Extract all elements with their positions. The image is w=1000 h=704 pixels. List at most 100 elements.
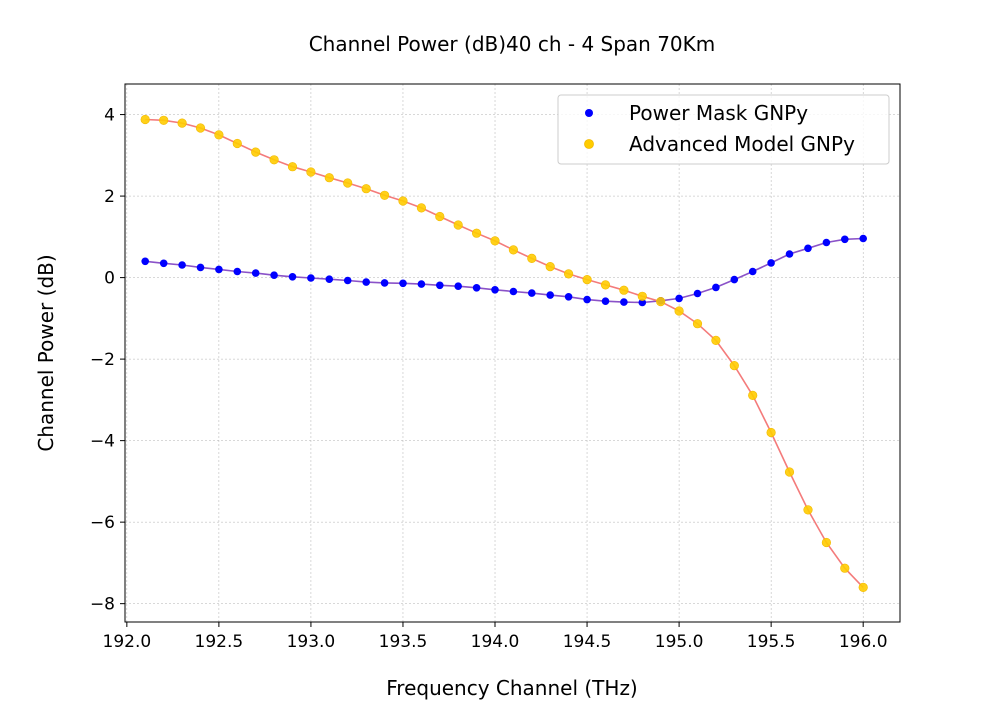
data-point-power-mask-gnpy — [767, 259, 775, 267]
data-point-advanced-model-gnpy — [435, 211, 445, 222]
y-tick-label: −4 — [90, 432, 115, 452]
x-tick-label: 192.5 — [195, 632, 244, 652]
data-point-power-mask-gnpy — [436, 281, 444, 290]
legend: Power Mask GNPy Advanced Model GNPy — [557, 94, 890, 165]
data-point-advanced-model-gnpy — [637, 291, 647, 301]
data-point-advanced-model-gnpy — [656, 297, 666, 307]
x-tick-label: 192.0 — [103, 632, 152, 652]
data-point-advanced-model-gnpy — [306, 167, 316, 177]
data-point-power-mask-gnpy — [601, 297, 610, 306]
data-point-advanced-model-gnpy — [748, 390, 758, 401]
data-point-power-mask-gnpy — [564, 293, 573, 301]
data-point-advanced-model-gnpy — [784, 467, 795, 477]
x-tick-label: 195.0 — [655, 632, 704, 652]
series-line-power-mask-gnpy — [145, 237, 864, 304]
data-point-advanced-model-gnpy — [508, 245, 519, 255]
data-point-power-mask-gnpy — [380, 279, 389, 287]
data-point-advanced-model-gnpy — [711, 335, 721, 346]
data-point-advanced-model-gnpy — [324, 173, 334, 183]
data-point-advanced-model-gnpy — [729, 361, 739, 371]
x-tick-label: 194.0 — [471, 632, 520, 652]
data-point-power-mask-gnpy — [785, 250, 794, 258]
data-point-power-mask-gnpy — [141, 257, 149, 266]
y-tick-label: 4 — [104, 106, 115, 126]
data-point-advanced-model-gnpy — [545, 262, 555, 272]
data-point-advanced-model-gnpy — [380, 190, 390, 200]
x-axis-ticks: 192.0 192.5 193.0 193.5 194.0 194.5 195.0 195.5… — [103, 622, 888, 652]
data-point-power-mask-gnpy — [491, 286, 499, 294]
x-tick-label: 194.5 — [563, 632, 612, 652]
data-point-power-mask-gnpy — [325, 275, 334, 284]
data-point-power-mask-gnpy — [620, 298, 628, 306]
x-tick-label: 195.5 — [747, 632, 796, 652]
y-axis-label: Channel Power (dB) — [34, 254, 58, 451]
data-point-power-mask-gnpy — [675, 294, 683, 303]
data-point-advanced-model-gnpy — [821, 537, 832, 548]
y-tick-label: −8 — [90, 595, 115, 615]
data-point-advanced-model-gnpy — [251, 147, 261, 157]
data-point-power-mask-gnpy — [748, 267, 757, 276]
legend-label-advanced-model: Advanced Model GNPy — [629, 132, 855, 156]
data-point-advanced-model-gnpy — [140, 114, 150, 125]
data-point-power-mask-gnpy — [841, 235, 849, 244]
data-point-power-mask-gnpy — [178, 261, 186, 269]
data-point-power-mask-gnpy — [417, 280, 426, 288]
plot-area-frame — [124, 83, 901, 623]
data-point-advanced-model-gnpy — [416, 203, 427, 213]
data-point-advanced-model-gnpy — [195, 123, 206, 133]
data-point-advanced-model-gnpy — [214, 130, 224, 140]
data-point-advanced-model-gnpy — [343, 178, 353, 188]
data-point-advanced-model-gnpy — [803, 505, 813, 515]
legend-marker-power-mask — [585, 109, 593, 117]
data-point-power-mask-gnpy — [270, 271, 278, 280]
data-point-advanced-model-gnpy — [858, 582, 868, 593]
data-point-advanced-model-gnpy — [600, 280, 611, 290]
data-point-power-mask-gnpy — [712, 283, 720, 292]
data-point-power-mask-gnpy — [343, 276, 352, 285]
y-tick-label: −6 — [90, 513, 115, 533]
x-tick-label: 196.0 — [839, 632, 888, 652]
data-point-advanced-model-gnpy — [840, 563, 850, 573]
data-point-power-mask-gnpy — [638, 298, 647, 307]
data-point-power-mask-gnpy — [362, 278, 371, 286]
data-point-advanced-model-gnpy — [674, 306, 684, 316]
legend-label-power-mask: Power Mask GNPy — [629, 101, 808, 125]
y-tick-label: 2 — [104, 187, 115, 207]
data-point-advanced-model-gnpy — [177, 118, 187, 128]
data-point-power-mask-gnpy — [528, 289, 536, 297]
data-point-advanced-model-gnpy — [766, 427, 776, 438]
chart-title: Channel Power (dB)40 ch - 4 Span 70Km — [309, 32, 716, 56]
data-point-advanced-model-gnpy — [398, 196, 408, 206]
y-tick-label: −2 — [90, 350, 115, 370]
data-point-power-mask-gnpy — [233, 267, 242, 276]
series-line-advanced-model-gnpy — [145, 118, 864, 588]
x-tick-label: 193.5 — [379, 632, 428, 652]
data-point-power-mask-gnpy — [546, 291, 554, 299]
data-point-advanced-model-gnpy — [159, 115, 169, 125]
data-point-advanced-model-gnpy — [453, 220, 463, 230]
x-tick-label: 193.0 — [287, 632, 336, 652]
y-axis-ticks: 4 2 0 −2 −4 −6 −8 — [90, 106, 125, 615]
data-point-advanced-model-gnpy — [563, 269, 574, 279]
point-layer — [140, 114, 868, 593]
legend-frame — [557, 94, 890, 165]
data-point-advanced-model-gnpy — [692, 319, 703, 329]
data-point-power-mask-gnpy — [307, 274, 315, 282]
data-point-advanced-model-gnpy — [232, 138, 242, 149]
data-point-advanced-model-gnpy — [619, 285, 629, 295]
line-layer — [145, 118, 864, 588]
data-point-power-mask-gnpy — [159, 259, 168, 268]
data-point-power-mask-gnpy — [399, 279, 407, 288]
data-point-advanced-model-gnpy — [490, 236, 500, 246]
data-point-power-mask-gnpy — [583, 295, 591, 304]
legend-marker-advanced-model — [584, 139, 594, 149]
data-point-power-mask-gnpy — [454, 282, 463, 291]
data-point-advanced-model-gnpy — [527, 253, 537, 263]
data-point-power-mask-gnpy — [472, 284, 481, 292]
y-tick-label: 0 — [104, 269, 115, 289]
data-point-power-mask-gnpy — [251, 269, 260, 277]
data-point-power-mask-gnpy — [859, 234, 867, 243]
data-point-power-mask-gnpy — [693, 289, 702, 298]
